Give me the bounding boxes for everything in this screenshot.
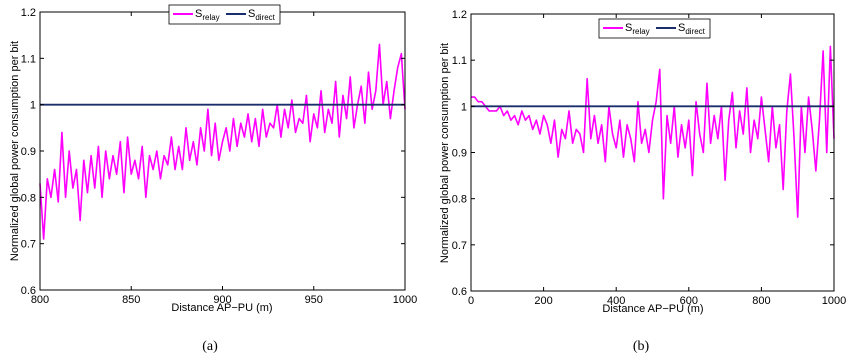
plot-area-b [471, 14, 834, 291]
y-axis-label-a: Normalized global power consumption per … [9, 41, 21, 261]
y-tick-label-b: 0.8 [452, 194, 467, 206]
y-tick-label-b: 0.7 [452, 240, 467, 252]
legend-box-a [168, 4, 281, 25]
y-tick-label-a: 0.7 [21, 239, 36, 251]
x-axis-label-b: Distance AP−PU (m) [602, 303, 703, 315]
x-tick-label-a: 850 [122, 294, 140, 306]
ticks-layer-a: 800 850 900 950 1000 0.6 0.7 0.8 0.9 1 1.1 1.2 [21, 7, 418, 306]
x-axis-label-a: Distance AP−PU (m) [171, 302, 272, 314]
y-tick-label-a: 0.8 [21, 192, 36, 204]
x-tick-label-a: 1000 [393, 294, 417, 306]
y-tick-label-a: 0.9 [21, 146, 36, 158]
y-tick-label-b: 0.6 [452, 286, 467, 298]
series-layer-b [471, 45, 835, 218]
y-axis-label-b: Normalized global power consumption per … [439, 43, 451, 263]
y-tick-label-b: 1.2 [452, 9, 467, 21]
legend-a: Srelay Sdirect [168, 4, 281, 25]
y-tick-label-a: 1.2 [21, 7, 36, 19]
plot-area-a [40, 12, 405, 290]
x-tick-label-b: 0 [468, 295, 474, 307]
caption-a: (a) [202, 339, 218, 354]
legend-label-relay-a: Srelay [195, 8, 220, 22]
legend-b: Srelay Sdirect [598, 18, 711, 39]
x-tick-label-b: 600 [680, 295, 698, 307]
caption-b: (b) [633, 339, 650, 354]
chart-a: 800 850 900 950 1000 0.6 0.7 0.8 0.9 1 1.1 1.2 Dist… [9, 4, 418, 354]
legend-label-direct-b: Sdirect [678, 22, 706, 36]
legend-box-b [598, 18, 711, 39]
x-tick-label-b: 400 [607, 295, 625, 307]
y-tick-label-a: 1 [30, 100, 36, 112]
x-tick-label-b: 200 [534, 295, 552, 307]
x-tick-label-a: 800 [31, 294, 49, 306]
chart-b: 0 200 400 600 800 1000 0.6 0.7 0.8 0.9 1 1.1 1.2 Dis… [439, 9, 846, 354]
y-tick-label-b: 1 [461, 101, 467, 113]
x-tick-label-b: 1000 [822, 295, 846, 307]
ticks-layer-b: 0 200 400 600 800 1000 0.6 0.7 0.8 0.9 1 1.1 1.2 [452, 9, 846, 307]
y-tick-label-b: 0.9 [452, 148, 467, 160]
y-tick-label-b: 1.1 [452, 55, 467, 67]
series-layer-a [39, 43, 406, 240]
series-line-s-relay-b [471, 45, 835, 218]
legend-label-relay-b: Srelay [625, 22, 650, 36]
x-tick-label-b: 800 [752, 295, 770, 307]
x-tick-label-a: 900 [213, 294, 231, 306]
y-tick-label-a: 1.1 [21, 53, 36, 65]
series-line-s-relay-a [39, 43, 406, 240]
legend-label-direct-a: Sdirect [248, 8, 276, 22]
y-tick-label-a: 0.6 [21, 285, 36, 297]
x-tick-label-a: 950 [305, 294, 323, 306]
